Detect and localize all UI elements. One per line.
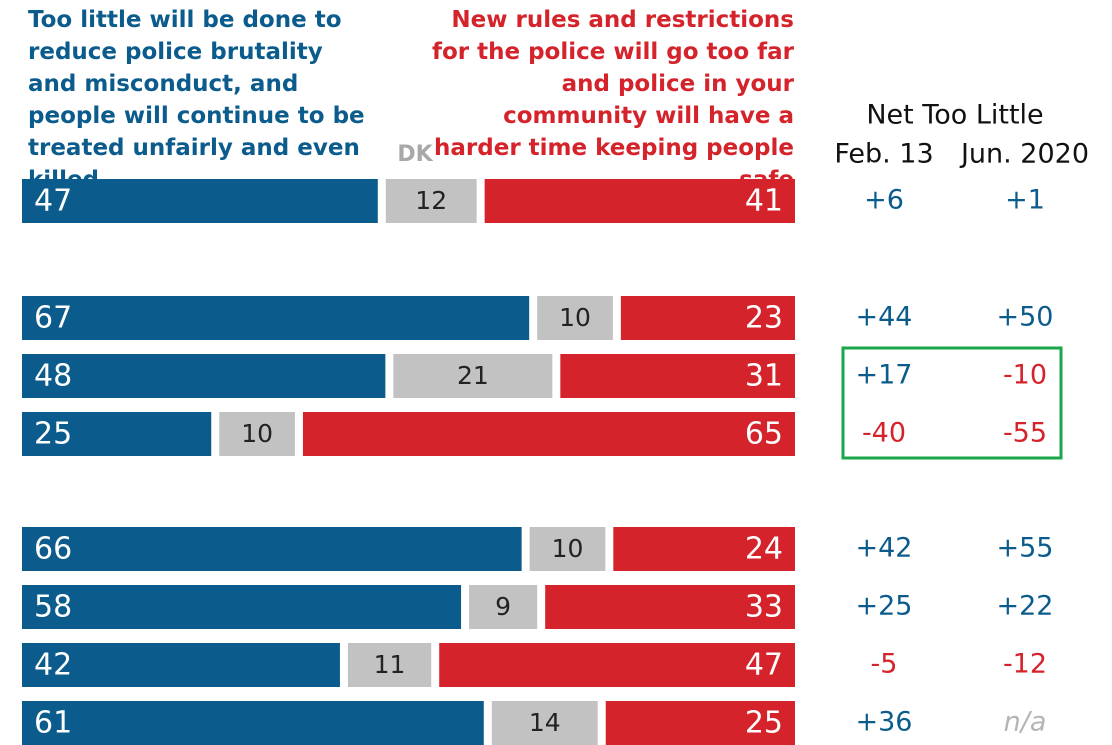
bar-segment bbox=[469, 585, 538, 629]
net-value: +6 bbox=[864, 185, 904, 216]
bar-segment bbox=[219, 412, 295, 456]
bar-label: 31 bbox=[745, 359, 783, 394]
net-value: +36 bbox=[856, 707, 913, 738]
bar-label: 9 bbox=[495, 592, 511, 621]
bar-label: 65 bbox=[745, 417, 783, 452]
bar-segment bbox=[529, 527, 606, 571]
bar-label: 10 bbox=[552, 534, 584, 563]
bar-label: 42 bbox=[34, 648, 72, 683]
bar-segment bbox=[491, 701, 598, 745]
net-column-header: Jun. 2020 bbox=[959, 139, 1089, 170]
bar-label: 11 bbox=[374, 650, 406, 679]
right-header: New rules and restrictions for the polic… bbox=[431, 7, 794, 193]
net-value: +50 bbox=[997, 302, 1054, 333]
bar-label: 25 bbox=[34, 417, 72, 452]
net-value: -55 bbox=[1003, 418, 1047, 449]
bar-segment bbox=[22, 412, 212, 456]
dk-header: DK bbox=[397, 142, 433, 167]
bar-segment bbox=[620, 296, 795, 340]
net-value: -10 bbox=[1003, 360, 1047, 391]
bar-segment bbox=[613, 527, 795, 571]
bar-label: 61 bbox=[34, 706, 72, 741]
bar-segment bbox=[560, 354, 795, 398]
net-value: +22 bbox=[997, 591, 1054, 622]
bar-label: 47 bbox=[34, 184, 72, 219]
net-value: -5 bbox=[871, 649, 898, 680]
bar-segment bbox=[22, 527, 522, 571]
bar-label: 33 bbox=[745, 590, 783, 625]
left-header: Too little will be done to reduce police… bbox=[28, 7, 365, 193]
bar-segment bbox=[605, 701, 795, 745]
bar-segment bbox=[22, 701, 484, 745]
bar-segment bbox=[347, 643, 432, 687]
bar-segment bbox=[22, 643, 340, 687]
bar-label: 14 bbox=[529, 708, 561, 737]
net-value: +44 bbox=[856, 302, 913, 333]
bar-segment bbox=[385, 179, 477, 223]
bar-label: 24 bbox=[745, 532, 783, 567]
bar-segment bbox=[545, 585, 795, 629]
net-value: +17 bbox=[856, 360, 913, 391]
bar-label: 25 bbox=[745, 706, 783, 741]
bar-label: 10 bbox=[559, 303, 591, 332]
net-value: +25 bbox=[856, 591, 913, 622]
bar-segment bbox=[439, 643, 795, 687]
bar-segment bbox=[393, 354, 553, 398]
bar-segment bbox=[484, 179, 795, 223]
highlight-box bbox=[841, 346, 1063, 460]
net-value: +1 bbox=[1005, 185, 1045, 216]
bar-label: 47 bbox=[745, 648, 783, 683]
net-value: +55 bbox=[997, 533, 1054, 564]
net-value: -40 bbox=[862, 418, 906, 449]
net-value: +42 bbox=[856, 533, 913, 564]
bar-label: 67 bbox=[34, 301, 72, 336]
bar-label: 21 bbox=[457, 361, 489, 390]
bar-label: 58 bbox=[34, 590, 72, 625]
bar-label: 10 bbox=[241, 419, 273, 448]
bar-label: 12 bbox=[415, 186, 447, 215]
net-title: Net Too Little bbox=[866, 100, 1043, 131]
bar-segment bbox=[22, 585, 462, 629]
net-value: n/a bbox=[1004, 707, 1047, 738]
net-value: -12 bbox=[1003, 649, 1047, 680]
bar-segment bbox=[22, 179, 378, 223]
bar-label: 41 bbox=[745, 184, 783, 219]
bar-segment bbox=[22, 296, 530, 340]
net-column-header: Feb. 13 bbox=[834, 139, 933, 170]
bar-label: 48 bbox=[34, 359, 72, 394]
bar-segment bbox=[22, 354, 386, 398]
bar-label: 66 bbox=[34, 532, 72, 567]
bar-segment bbox=[302, 412, 795, 456]
bar-label: 23 bbox=[745, 301, 783, 336]
bar-segment bbox=[537, 296, 613, 340]
